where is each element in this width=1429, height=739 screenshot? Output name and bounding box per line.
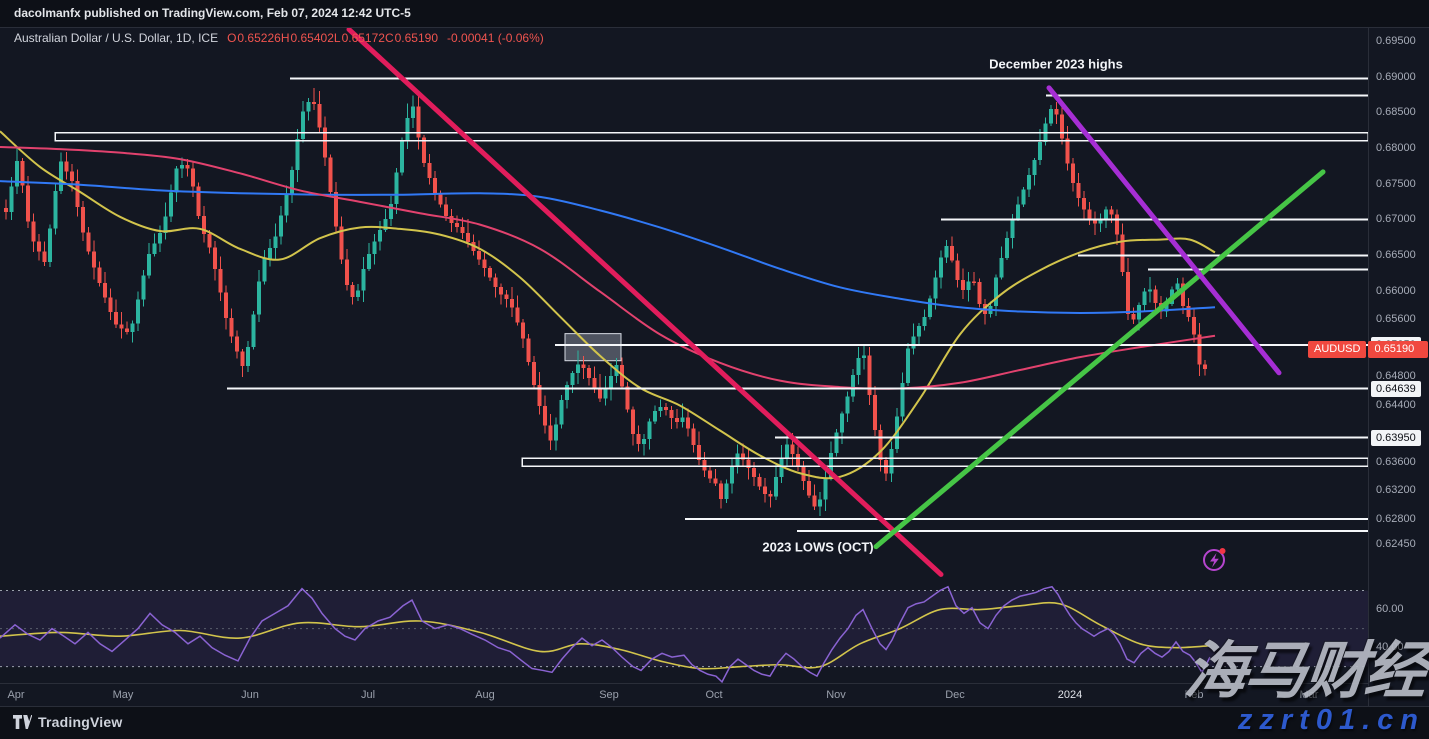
time-axis-label-Apr: Apr <box>7 689 25 701</box>
ohlc-c: C0.65190 <box>384 31 439 45</box>
level-band-0[interactable] <box>54 131 1369 142</box>
price-axis-label: 0.64400 <box>1376 398 1416 411</box>
current-price-value: 0.65190 <box>1368 341 1429 359</box>
notification-dot <box>1219 548 1226 554</box>
current-price-badge: AUDUSD 0.65190 <box>1308 341 1429 359</box>
price-level-badge: 0.64639 <box>1371 380 1421 397</box>
horizontal-levels <box>54 77 1369 532</box>
time-axis-label-May: May <box>112 689 134 701</box>
price-axis-label: 0.62450 <box>1376 537 1416 550</box>
downtrend-purple[interactable] <box>1046 85 1282 376</box>
price-axis[interactable]: 0.69500 0.69000 0.68500 0.68000 0.67500 0.670… <box>1368 28 1429 706</box>
symbol-info-bar: Australian Dollar / U.S. Dollar, 1D, ICE… <box>14 31 544 45</box>
price-axis-label: 0.68000 <box>1376 142 1416 155</box>
price-axis-label: 0.67500 <box>1376 177 1416 190</box>
footer-bar: TradingView <box>0 706 1429 739</box>
symbol-tag: AUDUSD <box>1308 341 1367 359</box>
time-axis-label-Mar: Mar <box>1299 689 1319 701</box>
ohlc-h: H0.65402 <box>280 31 334 45</box>
tradingview-logo-icon <box>13 714 32 729</box>
price-axis-label: 0.62800 <box>1376 512 1416 525</box>
annotation-2023-lows-oct[interactable]: 2023 LOWS (OCT) <box>762 539 874 555</box>
ohlc-o: O0.65226 <box>227 31 281 45</box>
ma-pink <box>0 145 1216 390</box>
time-axis-label-Dec: Dec <box>945 689 965 701</box>
time-axis-label-2024: 2024 <box>1057 689 1083 701</box>
ohlc-l: L0.65172 <box>333 31 385 45</box>
price-axis-label: 0.63600 <box>1376 455 1416 468</box>
price-axis-label: 0.67000 <box>1376 213 1416 226</box>
publish-header: dacolmanfx published on TradingView.com,… <box>0 0 1429 28</box>
ma-blue <box>0 180 1216 314</box>
price-axis-label: 0.69000 <box>1376 70 1416 83</box>
uptrend-green[interactable] <box>873 169 1326 550</box>
price-axis-label: 0.66000 <box>1376 284 1416 297</box>
annotation-december-2023-highs[interactable]: December 2023 highs <box>989 56 1123 72</box>
publish-text: dacolmanfx published on TradingView.com,… <box>14 6 411 20</box>
time-axis-label-Nov: Nov <box>826 689 846 701</box>
tradingview-logo[interactable]: TradingView <box>13 714 122 730</box>
rsi-line <box>0 585 1211 684</box>
candles-layer <box>4 88 1207 517</box>
price-axis-label: 0.68500 <box>1376 106 1416 119</box>
price-axis-label: 0.69500 <box>1376 35 1416 48</box>
time-axis-label-Aug: Aug <box>475 689 495 701</box>
change-value: -0.00041 (-0.06%) <box>447 31 544 45</box>
time-axis-label-Oct: Oct <box>705 689 723 701</box>
price-axis-label: 0.66500 <box>1376 248 1416 261</box>
time-axis-label-Jun: Jun <box>241 689 259 701</box>
rsi-axis-label: 60.00 <box>1376 602 1404 615</box>
price-level-badge: 0.63950 <box>1371 429 1421 446</box>
rsi-signal-line <box>0 601 1211 670</box>
ohlc-values: O0.65226H0.65402L0.65172C0.65190 <box>227 31 438 45</box>
price-axis-label: 0.63200 <box>1376 484 1416 497</box>
level-band-1[interactable] <box>521 457 1369 467</box>
time-axis[interactable]: Apr May Jun Jul Aug Sep Oct Nov Dec 2024 Feb Mar <box>0 683 1368 707</box>
boost-lightning-icon[interactable] <box>1203 548 1226 571</box>
time-axis-label-Jul: Jul <box>360 689 376 701</box>
tradingview-brand-text: TradingView <box>38 714 123 730</box>
rsi-axis-label: 40.00 <box>1376 640 1404 653</box>
symbol-title: Australian Dollar / U.S. Dollar, 1D, ICE <box>14 31 219 45</box>
ma-yellow <box>0 130 1216 480</box>
consolidation-zone-box[interactable] <box>564 333 622 362</box>
time-axis-label-Sep: Sep <box>599 689 619 701</box>
price-axis-label: 0.64800 <box>1376 370 1416 383</box>
rsi-pane <box>0 585 1368 684</box>
time-axis-label-Feb: Feb <box>1184 689 1204 701</box>
downtrend-pink[interactable] <box>346 26 944 577</box>
price-axis-label: 0.65600 <box>1376 313 1416 326</box>
